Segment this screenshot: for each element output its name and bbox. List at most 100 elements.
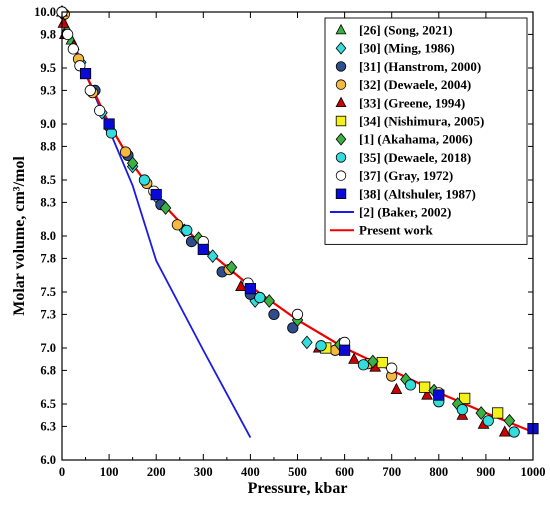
x-tick-label: 400 xyxy=(241,465,260,479)
data-point xyxy=(475,406,487,420)
data-point xyxy=(103,118,115,130)
data-point xyxy=(159,201,172,215)
y-tick-label: 7.0 xyxy=(40,341,56,355)
legend-label: [1] (Akahama, 2006) xyxy=(359,132,473,147)
data-point xyxy=(315,340,327,352)
series-1 xyxy=(56,5,313,350)
data-point xyxy=(357,359,370,371)
legend-marker xyxy=(335,188,347,200)
legend-marker xyxy=(335,61,347,72)
data-point xyxy=(456,403,468,416)
y-tick-label: 6.3 xyxy=(40,419,56,433)
legend-label: Present work xyxy=(359,223,434,238)
y-tick-label: 6.8 xyxy=(40,363,56,377)
data-point xyxy=(197,243,209,256)
y-axis-ticks: 6.0 6.3 6.5 6.8 7.0 7.3 7.5 7.8 8.0 8.3 8.5 8.8 9.0 9… xyxy=(34,5,533,467)
y-tick-label: 8.8 xyxy=(40,139,56,153)
data-point xyxy=(421,388,433,400)
legend: [26] (Song, 2021) [30] (Ming, 1986) [31] (… xyxy=(324,17,528,245)
series-7 xyxy=(105,127,520,438)
data-point xyxy=(67,43,79,55)
y-tick-label: 8.5 xyxy=(40,173,56,187)
data-point xyxy=(244,283,256,295)
x-tick-label: 0 xyxy=(59,465,65,479)
data-point xyxy=(181,224,193,236)
data-point xyxy=(206,249,219,264)
y-tick-label: 10.0 xyxy=(34,5,56,19)
x-tick-label: 200 xyxy=(147,465,166,479)
y-tick-label: 6.5 xyxy=(40,397,56,411)
data-point xyxy=(150,188,162,201)
y-tick-label: 7.3 xyxy=(40,307,56,321)
data-point xyxy=(301,335,313,350)
legend-marker xyxy=(335,152,347,163)
data-point xyxy=(433,389,445,401)
legend-box xyxy=(324,17,528,245)
legend-label: [37] (Gray, 1972) xyxy=(359,168,453,183)
x-tick-label: 600 xyxy=(335,465,354,479)
x-tick-label: 900 xyxy=(477,465,496,479)
data-point xyxy=(263,294,275,308)
data-point xyxy=(348,352,360,364)
data-point xyxy=(503,413,516,428)
legend-marker xyxy=(335,132,347,146)
legend-marker xyxy=(335,23,347,35)
data-point xyxy=(459,392,471,405)
legend-label: [30] (Ming, 1986) xyxy=(359,41,455,56)
data-point xyxy=(79,68,92,80)
data-point xyxy=(492,407,504,419)
data-point xyxy=(138,174,151,186)
y-tick-label: 8.0 xyxy=(40,229,56,243)
data-point xyxy=(84,84,96,97)
x-tick-label: 700 xyxy=(382,465,401,479)
data-point xyxy=(508,426,520,438)
data-point xyxy=(119,146,132,158)
legend-marker xyxy=(335,41,347,55)
legend-marker xyxy=(335,170,347,181)
y-tick-label: 8.3 xyxy=(40,195,56,209)
x-tick-label: 500 xyxy=(288,465,307,479)
legend-marker xyxy=(335,96,347,108)
data-point xyxy=(498,425,511,437)
x-tick-label: 100 xyxy=(100,465,119,479)
y-tick-label: 9.8 xyxy=(40,27,56,41)
data-point xyxy=(287,322,299,334)
data-point xyxy=(376,356,388,369)
legend-label: [34] (Nishimura, 2005) xyxy=(359,114,484,129)
data-point xyxy=(254,291,266,304)
y-tick-label: 6.0 xyxy=(40,453,56,467)
legend-marker xyxy=(335,115,347,127)
legend-label: [35] (Dewaele, 2018) xyxy=(359,150,471,165)
legend-label: [2] (Baker, 2002) xyxy=(359,205,451,220)
x-tick-label: 800 xyxy=(429,465,448,479)
legend-label: [26] (Song, 2021) xyxy=(359,23,453,38)
x-axis-ticks: 0 100 200 300 400 500 600 700 800 900 1000 xyxy=(59,12,546,479)
data-point xyxy=(171,219,183,231)
legend-marker xyxy=(335,79,347,90)
data-point xyxy=(482,415,494,427)
y-tick-label: 9.3 xyxy=(40,83,56,97)
x-axis-label: Pressure, kbar xyxy=(248,480,348,497)
y-tick-label: 7.8 xyxy=(40,251,56,265)
data-point xyxy=(94,104,106,117)
data-point xyxy=(404,379,417,391)
x-tick-label: 300 xyxy=(194,465,213,479)
data-point xyxy=(338,344,351,356)
plot-frame xyxy=(61,11,534,461)
data-point xyxy=(291,308,304,320)
data-point xyxy=(386,362,398,374)
y-tick-label: 7.5 xyxy=(40,285,56,299)
data-point xyxy=(225,260,238,275)
legend-label: [33] (Greene, 1994) xyxy=(359,95,465,110)
data-point xyxy=(390,382,403,395)
y-tick-label: 9.5 xyxy=(40,61,56,75)
y-axis-label: Molar volume, cm³/mol xyxy=(11,156,28,316)
legend-label: [32] (Dewaele, 2004) xyxy=(359,77,471,92)
data-point xyxy=(268,308,280,320)
x-tick-label: 1000 xyxy=(521,465,546,479)
data-point xyxy=(419,381,431,393)
series-2 xyxy=(56,6,299,334)
data-point xyxy=(62,28,74,41)
legend-label: [38] (Altshuler, 1987) xyxy=(359,186,476,201)
